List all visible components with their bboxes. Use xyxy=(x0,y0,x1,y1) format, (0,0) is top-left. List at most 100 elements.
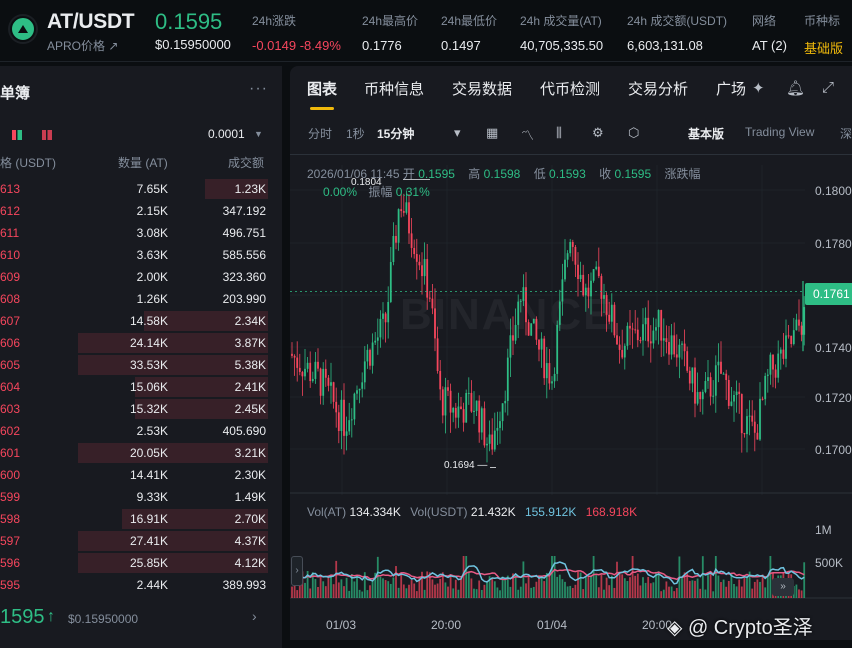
ask-row[interactable]: 609 2.00K 323.360 xyxy=(0,266,282,288)
tab-5[interactable]: 广场 xyxy=(716,81,747,98)
ask-row[interactable]: 606 24.14K 3.87K xyxy=(0,332,282,354)
settings-icon[interactable]: ⚙ xyxy=(592,125,604,140)
book-asks-only-icon[interactable] xyxy=(42,130,52,140)
candle-body xyxy=(751,415,754,422)
candle-body xyxy=(777,353,780,378)
expand-icon[interactable]: ⤢ xyxy=(822,79,835,96)
candle-body xyxy=(569,242,572,254)
candle-body xyxy=(309,362,312,382)
volume-bar xyxy=(509,586,512,598)
candle-body xyxy=(441,389,444,416)
interval-1[interactable]: 1秒 xyxy=(346,127,365,141)
ask-row[interactable]: 604 15.06K 2.41K xyxy=(0,376,282,398)
candle-body xyxy=(298,367,301,372)
ask-row[interactable]: 610 3.63K 585.556 xyxy=(0,244,282,266)
ask-row[interactable]: 598 16.91K 2.70K xyxy=(0,508,282,530)
candle-body xyxy=(675,354,678,358)
ask-row[interactable]: 601 20.05K 3.21K xyxy=(0,442,282,464)
mode-basic-tab[interactable]: 基本版 xyxy=(688,127,725,141)
candle-body xyxy=(327,377,330,386)
bell-icon[interactable]: 🔔︎ xyxy=(786,80,806,97)
volume-bar xyxy=(353,581,356,598)
ask-row[interactable]: 603 15.32K 2.45K xyxy=(0,398,282,420)
candle-body xyxy=(517,301,520,325)
candle-body xyxy=(571,242,574,247)
ask-row[interactable]: 613 7.65K 1.23K xyxy=(0,178,282,200)
volume-bar xyxy=(553,556,556,598)
tab-3[interactable]: 代币检测 xyxy=(540,81,601,98)
chevron-right-icon[interactable]: › xyxy=(252,608,257,624)
candle-body xyxy=(603,295,605,299)
token-price-link[interactable]: APRO价格 ↗ xyxy=(47,39,119,53)
high-value: 0.1598 xyxy=(483,167,521,181)
candle-body xyxy=(504,400,507,404)
volume-bar xyxy=(504,580,507,598)
tab-4[interactable]: 交易分析 xyxy=(628,81,689,98)
candlestick-chart[interactable] xyxy=(290,155,852,600)
ask-row[interactable]: 595 2.44K 389.993 xyxy=(0,574,282,596)
ask-row[interactable]: 597 27.41K 4.37K xyxy=(0,530,282,552)
candle-body xyxy=(428,297,431,299)
candle-body xyxy=(597,266,600,277)
scroll-left-button[interactable]: › xyxy=(291,556,303,586)
tab-0[interactable]: 图表 xyxy=(307,81,338,98)
indicator-icon[interactable]: 〽 xyxy=(521,128,535,143)
precision-select[interactable]: 0.0001 xyxy=(208,127,245,141)
candle-body xyxy=(590,280,592,297)
candle-body xyxy=(535,318,538,340)
candle-body xyxy=(803,307,806,335)
mode-depth-tab[interactable]: 深 xyxy=(840,127,852,141)
calendar-icon[interactable]: ▦ xyxy=(486,125,499,140)
more-options-icon[interactable]: ··· xyxy=(249,80,268,97)
volume-bar xyxy=(324,586,327,598)
stat-5[interactable]: 网络 AT (2) xyxy=(752,12,787,53)
ask-row[interactable]: 607 14.58K 2.34K xyxy=(0,310,282,332)
tab-2[interactable]: 交易数据 xyxy=(452,81,513,98)
candle-body xyxy=(447,387,449,391)
scroll-right-button[interactable]: » xyxy=(772,578,794,596)
interval-0[interactable]: 分时 xyxy=(308,127,333,141)
ask-row[interactable]: 611 3.08K 496.751 xyxy=(0,222,282,244)
ask-row[interactable]: 612 2.15K 347.192 xyxy=(0,200,282,222)
candle-body xyxy=(340,399,343,431)
sparkle-icon[interactable]: ✦ xyxy=(752,80,765,97)
candle-body xyxy=(460,406,462,410)
mode-tradingview-tab[interactable]: Trading View xyxy=(745,125,815,139)
ask-row[interactable]: 599 9.33K 1.49K xyxy=(0,486,282,508)
pair-name[interactable]: AT/USDT xyxy=(47,10,135,33)
tab-1[interactable]: 币种信息 xyxy=(364,81,425,98)
candle-type-icon[interactable]: ⫼ xyxy=(556,125,562,140)
candle-body xyxy=(683,343,686,352)
volume-bar xyxy=(311,572,314,598)
depth-bar xyxy=(78,333,268,353)
depth-bar xyxy=(78,553,268,573)
candle-body xyxy=(587,287,590,297)
ask-row[interactable]: 608 1.26K 203.990 xyxy=(0,288,282,310)
book-both-sides-icon[interactable] xyxy=(12,130,22,140)
chevron-down-icon[interactable]: ▼ xyxy=(254,129,263,139)
hexagon-icon[interactable]: ⬡ xyxy=(628,125,640,140)
volume-bar xyxy=(309,588,312,598)
candle-body xyxy=(434,308,436,339)
interval-2[interactable]: 15分钟 xyxy=(377,127,415,141)
candle-body xyxy=(631,328,634,330)
volume-bar xyxy=(751,588,754,598)
ask-row[interactable]: 600 14.41K 2.30K xyxy=(0,464,282,486)
volume-bar xyxy=(584,576,587,598)
ask-row[interactable]: 605 33.53K 5.38K xyxy=(0,354,282,376)
interval-dropdown-icon[interactable]: ▾ xyxy=(454,125,461,140)
candle-body xyxy=(457,406,460,418)
volume-bar xyxy=(379,576,382,598)
ask-row[interactable]: 602 2.53K 405.690 xyxy=(0,420,282,442)
volume-bar xyxy=(764,587,767,598)
volume-bar xyxy=(460,578,462,598)
ask-total: 347.192 xyxy=(222,204,266,218)
candle-body xyxy=(564,259,566,280)
volume-bar xyxy=(597,587,600,598)
volume-bar xyxy=(467,572,470,598)
volume-bar xyxy=(631,556,634,598)
ask-row[interactable]: 596 25.85K 4.12K xyxy=(0,552,282,574)
stat-6[interactable]: 币种标 基础版 xyxy=(804,12,843,57)
candle-body xyxy=(493,430,496,450)
volume-bar xyxy=(655,571,657,598)
